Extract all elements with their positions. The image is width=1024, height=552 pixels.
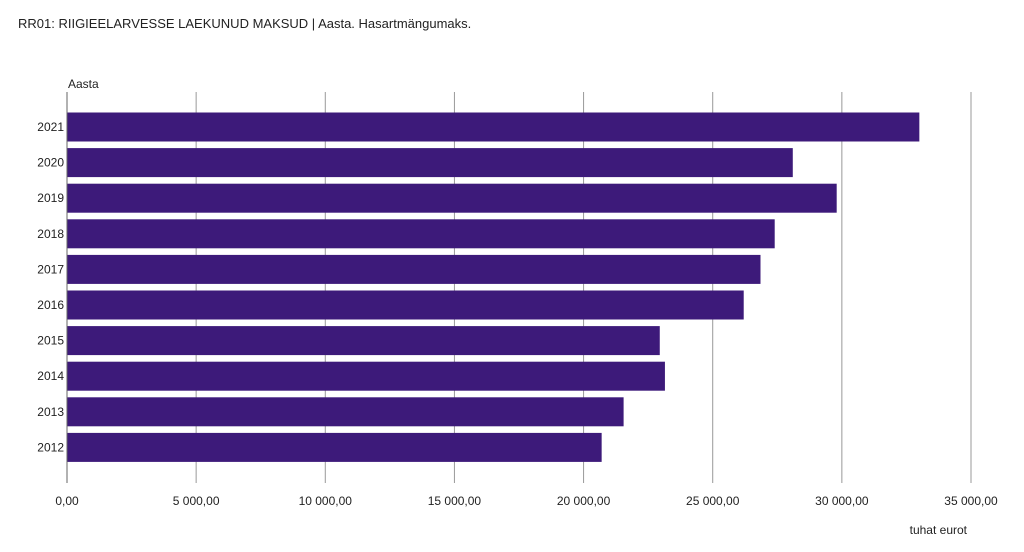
bar-2016[interactable] <box>67 290 744 320</box>
category-labels: 2021 2020 2019 2018 2017 2016 2015 2014 2013 2012 <box>37 120 64 454</box>
category-label-2019: 2019 <box>37 191 64 205</box>
category-label-2016: 2016 <box>37 298 64 312</box>
x-tick-label: 35 000,00 <box>944 494 998 508</box>
bar-2013[interactable] <box>67 397 624 427</box>
category-label-2020: 2020 <box>37 156 64 170</box>
category-label-2021: 2021 <box>37 120 64 134</box>
x-tick-label: 20 000,00 <box>557 494 611 508</box>
x-tick-label: 10 000,00 <box>299 494 353 508</box>
category-label-2018: 2018 <box>37 227 64 241</box>
bars <box>67 112 920 462</box>
chart-title: RR01: RIIGIEELARVESSE LAEKUNUD MAKSUD | … <box>18 16 472 31</box>
category-label-2017: 2017 <box>37 262 64 276</box>
category-label-2012: 2012 <box>37 440 64 454</box>
bar-2015[interactable] <box>67 326 660 356</box>
category-label-2015: 2015 <box>37 334 64 348</box>
x-tick-label: 15 000,00 <box>428 494 482 508</box>
x-tick-label: 5 000,00 <box>173 494 220 508</box>
y-axis-title: Aasta <box>68 77 99 91</box>
bar-2021[interactable] <box>67 112 920 142</box>
x-axis-title: tuhat eurot <box>910 523 968 537</box>
x-tick-label: 0,00 <box>55 494 79 508</box>
bar-2019[interactable] <box>67 183 837 213</box>
category-label-2014: 2014 <box>37 369 64 383</box>
x-tick-label: 30 000,00 <box>815 494 869 508</box>
x-tick-labels: 0,00 5 000,00 10 000,00 15 000,00 20 000,00 2… <box>55 494 998 508</box>
bar-2012[interactable] <box>67 432 602 462</box>
category-label-2013: 2013 <box>37 405 64 419</box>
bar-2020[interactable] <box>67 148 793 178</box>
bar-2018[interactable] <box>67 219 775 249</box>
bar-2014[interactable] <box>67 361 665 391</box>
x-tick-label: 25 000,00 <box>686 494 740 508</box>
bar-2017[interactable] <box>67 254 761 284</box>
